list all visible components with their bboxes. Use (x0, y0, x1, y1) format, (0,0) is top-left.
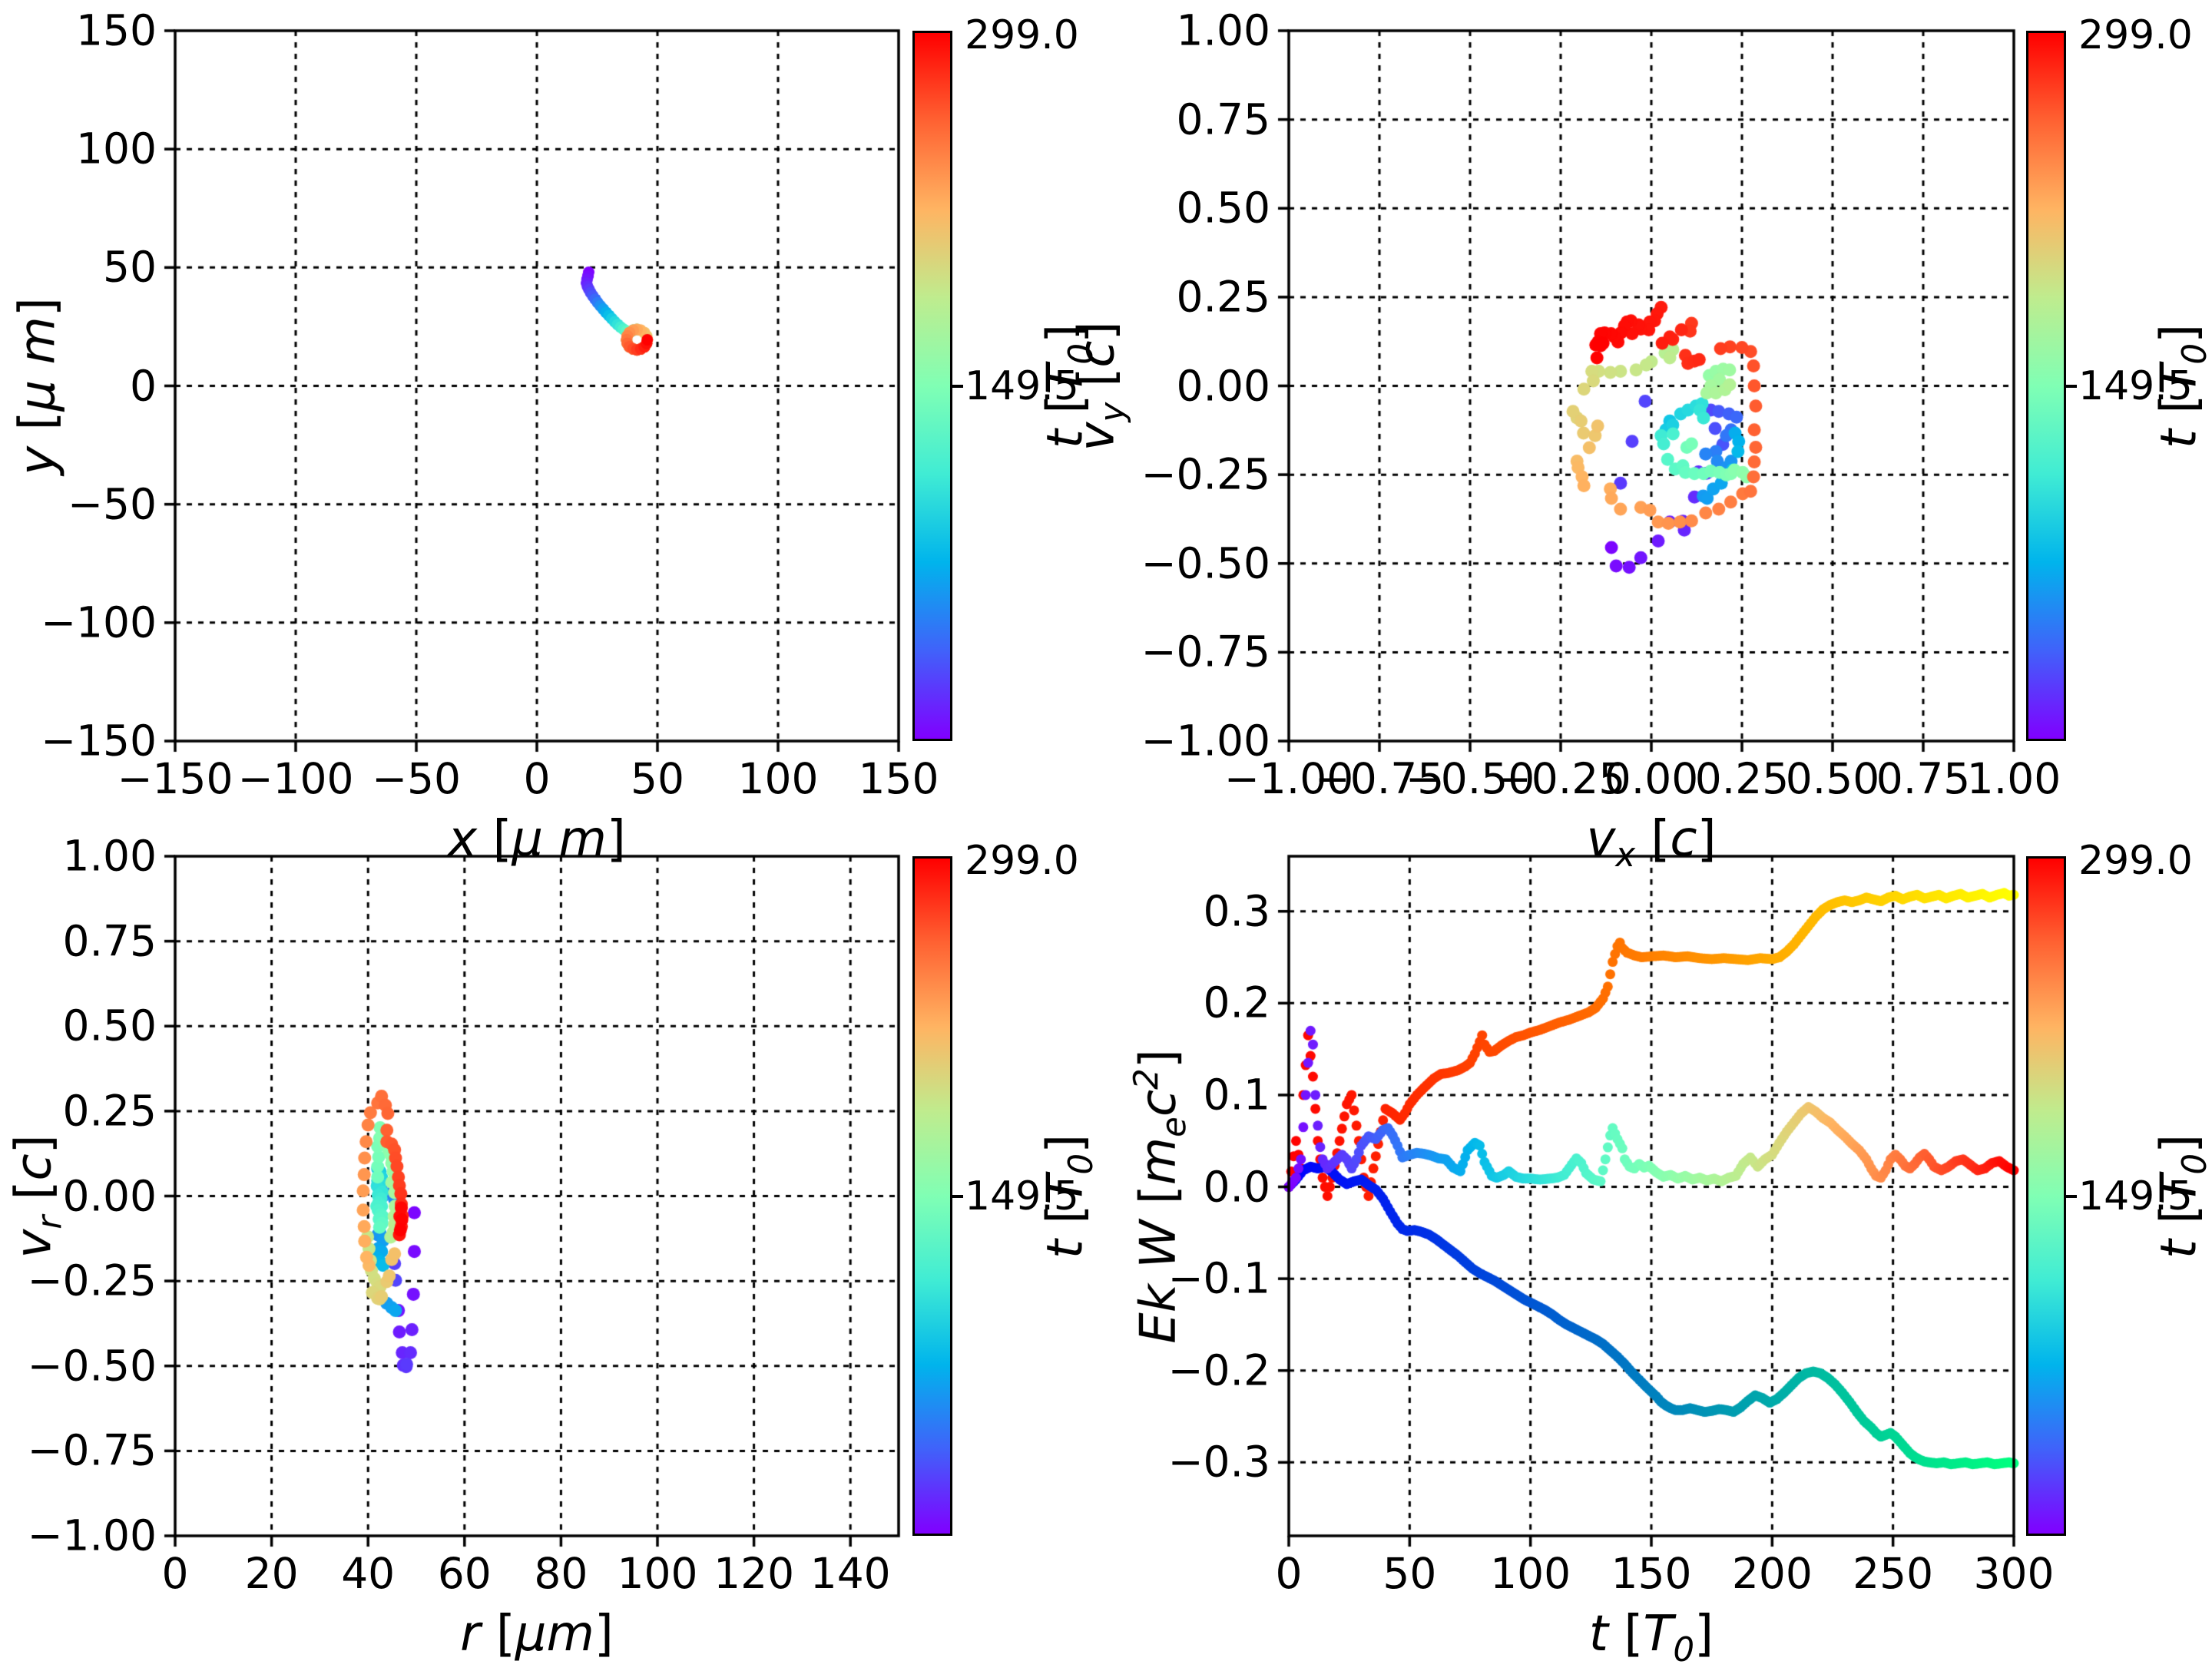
x-tick-label: 80 (534, 1549, 588, 1598)
x-tick-label: 120 (714, 1549, 795, 1598)
x-tick-label: 60 (437, 1549, 492, 1598)
y-tick-label: −50 (67, 479, 157, 529)
y-tick-label: 50 (103, 242, 157, 292)
colorbar-mid-tick (2066, 1194, 2077, 1198)
x-tick-label: 140 (810, 1549, 891, 1598)
colorbar-mid-tick (952, 384, 963, 388)
x-tick-label: 100 (617, 1549, 698, 1598)
y-tick-label: 0.25 (1176, 272, 1270, 322)
colorbar-gradient (2026, 31, 2066, 741)
y-tick-label: 0.00 (1176, 361, 1270, 410)
x-tick-label: 20 (244, 1549, 299, 1598)
y-tick-label: −0.75 (1141, 627, 1270, 677)
x-tick-label: 0 (1275, 1549, 1303, 1598)
x-tick-label: −1.00 (1224, 754, 1354, 803)
y-tick-label: −150 (40, 716, 157, 766)
y-tick-label: −100 (40, 597, 157, 647)
y-tick-label: −0.3 (1167, 1437, 1270, 1487)
x-axis-label-xy: x [μ m] (448, 811, 626, 868)
y-tick-label: 150 (76, 5, 157, 55)
y-axis-label-xy: y [μ m] (9, 296, 67, 475)
x-tick-label: 150 (858, 754, 939, 803)
x-tick-label: 50 (631, 754, 684, 803)
x-tick-label: 200 (1731, 1549, 1813, 1598)
colorbar-max-label: 299.0 (2078, 12, 2193, 58)
colorbar-mid-tick (2066, 384, 2077, 388)
colorbar-mid-label: 149.5 (965, 1173, 1079, 1219)
colorbar-mid-label: 149.5 (965, 362, 1079, 409)
x-tick-label: 40 (341, 1549, 396, 1598)
x-axis-label-rvr: r [μm] (460, 1606, 614, 1663)
y-tick-label: 1.00 (1176, 5, 1270, 55)
x-tick-label: −0.25 (1495, 754, 1626, 803)
y-tick-label: 0.75 (62, 916, 157, 966)
x-tick-label: −150 (117, 754, 233, 803)
y-tick-label: −0.50 (27, 1341, 157, 1391)
x-axis-label-ekw: t [T0] (1588, 1606, 1714, 1669)
colorbar-max-label: 299.0 (965, 12, 1079, 58)
colorbar-axis-label: t [T0] (2151, 1133, 2212, 1259)
colorbar-max-label: 299.0 (965, 838, 1079, 884)
x-tick-label: 100 (737, 754, 819, 803)
x-tick-label: 0.50 (1785, 754, 1880, 803)
x-tick-label: −100 (237, 754, 354, 803)
x-tick-label: 0 (161, 1549, 189, 1598)
colorbar-gradient (2026, 856, 2066, 1536)
colorbar-gradient (912, 31, 952, 741)
x-tick-label: −0.75 (1314, 754, 1445, 803)
x-tick-label: 0.25 (1694, 754, 1790, 803)
x-tick-label: 1.00 (1966, 754, 2061, 803)
y-tick-label: 0.50 (62, 1001, 157, 1051)
y-tick-label: 0.1 (1203, 1070, 1270, 1120)
y-tick-label: −0.50 (1141, 538, 1270, 588)
y-tick-label: 1.00 (62, 831, 157, 881)
x-tick-label: 0.00 (1604, 754, 1699, 803)
y-tick-label: 0 (130, 361, 157, 410)
x-tick-label: 100 (1490, 1549, 1571, 1598)
x-tick-label: 300 (1973, 1549, 2055, 1598)
y-tick-label: −0.1 (1167, 1253, 1270, 1303)
y-tick-label: 0.00 (62, 1171, 157, 1220)
y-tick-label: 100 (76, 124, 157, 174)
y-axis-label-rvr: vr [c] (5, 1133, 70, 1259)
x-tick-label: 150 (1611, 1549, 1692, 1598)
x-tick-label: −0.50 (1405, 754, 1535, 803)
x-tick-label: 50 (1382, 1549, 1437, 1598)
colorbar-gradient (912, 856, 952, 1536)
y-tick-label: 0.75 (1176, 94, 1270, 144)
colorbar-axis-label: t [T0] (1037, 1133, 1101, 1259)
x-tick-label: −50 (371, 754, 462, 803)
y-tick-label: 0.25 (62, 1086, 157, 1136)
colorbar-mid-tick (952, 1194, 963, 1198)
x-axis-label-vxvy: vx [c] (1586, 811, 1717, 875)
y-axis-label-vxvy: vy [c] (1068, 320, 1133, 452)
colorbar-max-label: 299.0 (2078, 838, 2193, 884)
y-tick-label: −0.75 (27, 1425, 157, 1475)
y-tick-label: 0.3 (1203, 886, 1270, 936)
colorbar-mid-label: 149.5 (2078, 1173, 2193, 1219)
y-tick-label: −0.25 (1141, 449, 1270, 499)
y-tick-label: −0.2 (1167, 1345, 1270, 1395)
y-tick-label: 0.50 (1176, 183, 1270, 233)
y-tick-label: −1.00 (1141, 716, 1270, 766)
y-tick-label: −0.25 (27, 1256, 157, 1305)
x-tick-label: 250 (1853, 1549, 1934, 1598)
x-tick-label: 0.75 (1876, 754, 1971, 803)
colorbar-mid-label: 149.5 (2078, 362, 2193, 409)
colorbar-axis-label: t [T0] (2151, 323, 2212, 448)
y-tick-label: 0.2 (1203, 978, 1270, 1027)
y-tick-label: −1.00 (27, 1511, 157, 1560)
y-tick-label: 0.0 (1203, 1162, 1270, 1212)
x-tick-label: 0 (523, 754, 551, 803)
